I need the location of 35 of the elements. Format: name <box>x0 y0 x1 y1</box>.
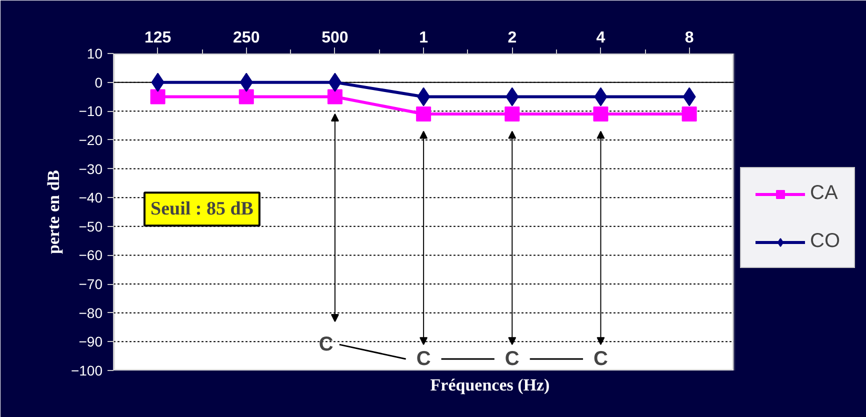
y-tick-label: −60 <box>78 247 103 264</box>
x-axis-title: Fréquences (Hz) <box>430 376 550 394</box>
point <box>327 89 342 104</box>
point <box>682 106 697 122</box>
y-tick-label: −90 <box>78 334 103 350</box>
x-tick-label: 4 <box>596 30 606 46</box>
y-tick-label: −80 <box>78 304 103 321</box>
point <box>238 89 254 104</box>
point <box>416 106 432 122</box>
legend-label: CA <box>810 182 838 205</box>
y-axis-title: perte en dB <box>44 170 63 254</box>
x-tick-label: 8 <box>684 30 694 46</box>
point <box>593 106 608 122</box>
y-tick-label: −100 <box>70 362 103 378</box>
annotation: C <box>594 348 608 370</box>
y-tick-label: −30 <box>78 160 103 177</box>
y-tick-label: 10 <box>86 46 103 62</box>
point <box>150 89 166 104</box>
y-tick-label: 0 <box>94 74 103 90</box>
x-tick-label: 500 <box>322 30 348 46</box>
y-tick-label: −70 <box>78 276 103 292</box>
y-tick-label: −40 <box>78 190 103 206</box>
x-tick-label: 125 <box>144 30 172 46</box>
annotation: Seuil : 85 dB <box>150 198 254 220</box>
point <box>504 106 520 122</box>
x-tick-label: 2 <box>508 30 517 46</box>
y-tick-label: −50 <box>78 218 103 234</box>
x-tick-label: 250 <box>233 30 260 46</box>
annotation: C <box>416 348 431 370</box>
legend-label: CO <box>810 230 840 253</box>
y-tick-label: −10 <box>78 103 103 120</box>
annotation: C <box>318 334 334 356</box>
y-tick-label: −20 <box>78 132 103 148</box>
annotation: C <box>504 348 520 370</box>
x-tick-label: 1 <box>419 30 428 46</box>
